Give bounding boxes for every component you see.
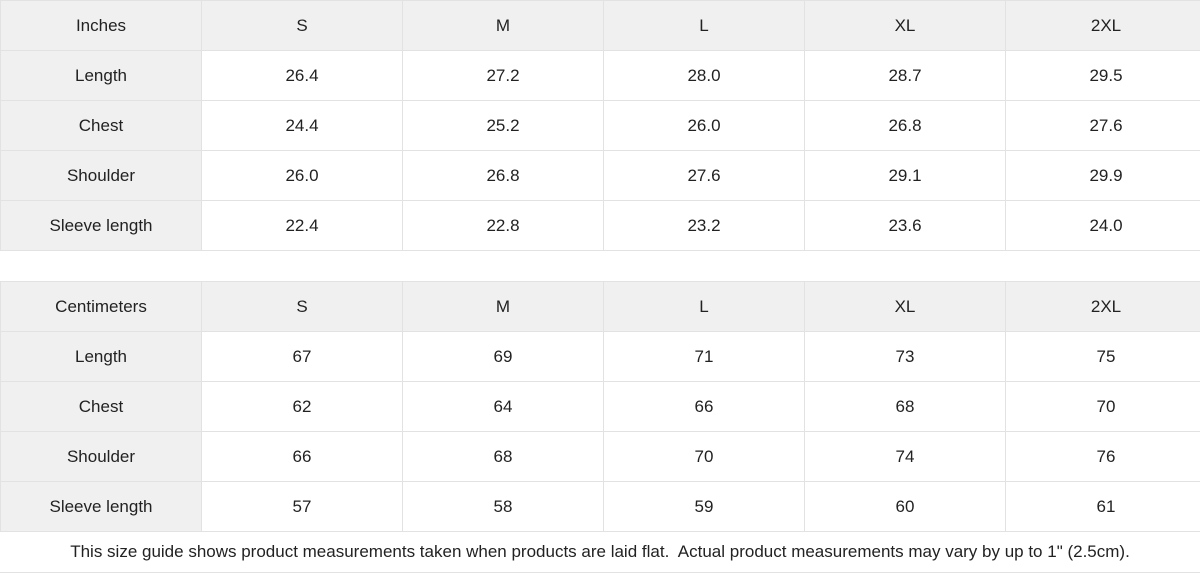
measurement-value-cell: 23.6 bbox=[804, 200, 1006, 251]
measurement-value-cell: 67 bbox=[201, 331, 403, 382]
measurement-value-cell: 25.2 bbox=[402, 100, 604, 151]
measurement-value-cell: 69 bbox=[402, 331, 604, 382]
table-gap bbox=[0, 251, 1200, 281]
size-table-header-row: Centimeters S M L XL 2XL bbox=[0, 281, 1200, 332]
size-column-header: XL bbox=[804, 0, 1006, 51]
measurement-label-cell: Chest bbox=[0, 381, 202, 432]
measurement-value-cell: 66 bbox=[201, 431, 403, 482]
measurement-value-cell: 76 bbox=[1005, 431, 1200, 482]
table-row: Shoulder 26.0 26.8 27.6 29.1 29.9 bbox=[0, 150, 1200, 201]
size-column-header: S bbox=[201, 281, 403, 332]
size-column-header: M bbox=[402, 281, 604, 332]
measurement-value-cell: 29.9 bbox=[1005, 150, 1200, 201]
measurement-value-cell: 60 bbox=[804, 481, 1006, 532]
measurement-value-cell: 23.2 bbox=[603, 200, 805, 251]
measurement-value-cell: 70 bbox=[603, 431, 805, 482]
measurement-value-cell: 57 bbox=[201, 481, 403, 532]
measurement-label-cell: Sleeve length bbox=[0, 481, 202, 532]
measurement-value-cell: 26.4 bbox=[201, 50, 403, 101]
unit-header-cell: Centimeters bbox=[0, 281, 202, 332]
measurement-value-cell: 68 bbox=[804, 381, 1006, 432]
measurement-label-cell: Length bbox=[0, 331, 202, 382]
measurement-value-cell: 27.6 bbox=[603, 150, 805, 201]
measurement-value-cell: 62 bbox=[201, 381, 403, 432]
measurement-label-cell: Sleeve length bbox=[0, 200, 202, 251]
size-column-header: XL bbox=[804, 281, 1006, 332]
measurement-value-cell: 73 bbox=[804, 331, 1006, 382]
size-column-header: L bbox=[603, 0, 805, 51]
table-row: Length 26.4 27.2 28.0 28.7 29.5 bbox=[0, 50, 1200, 101]
unit-header-cell: Inches bbox=[0, 0, 202, 51]
table-row: Chest 62 64 66 68 70 bbox=[0, 381, 1200, 432]
measurement-value-cell: 28.7 bbox=[804, 50, 1006, 101]
size-column-header: L bbox=[603, 281, 805, 332]
measurement-label-cell: Chest bbox=[0, 100, 202, 151]
measurement-label-cell: Shoulder bbox=[0, 150, 202, 201]
measurement-value-cell: 26.0 bbox=[603, 100, 805, 151]
table-row: Sleeve length 22.4 22.8 23.2 23.6 24.0 bbox=[0, 200, 1200, 251]
size-table-centimeters: Centimeters S M L XL 2XL Length 67 69 71 73 75 Chest… bbox=[0, 281, 1200, 532]
measurement-label-cell: Shoulder bbox=[0, 431, 202, 482]
size-column-header: M bbox=[402, 0, 604, 51]
measurement-value-cell: 61 bbox=[1005, 481, 1200, 532]
measurement-value-cell: 26.8 bbox=[402, 150, 604, 201]
measurement-value-cell: 58 bbox=[402, 481, 604, 532]
measurement-value-cell: 74 bbox=[804, 431, 1006, 482]
table-row: Sleeve length 57 58 59 60 61 bbox=[0, 481, 1200, 532]
size-column-header: 2XL bbox=[1005, 0, 1200, 51]
size-table-inches: Inches S M L XL 2XL Length 26.4 27.2 28.0 28.7 29.5… bbox=[0, 0, 1200, 251]
measurement-value-cell: 29.5 bbox=[1005, 50, 1200, 101]
measurement-value-cell: 24.0 bbox=[1005, 200, 1200, 251]
measurement-value-cell: 28.0 bbox=[603, 50, 805, 101]
measurement-value-cell: 22.8 bbox=[402, 200, 604, 251]
measurement-value-cell: 64 bbox=[402, 381, 604, 432]
size-column-header: 2XL bbox=[1005, 281, 1200, 332]
measurement-value-cell: 70 bbox=[1005, 381, 1200, 432]
measurement-value-cell: 75 bbox=[1005, 331, 1200, 382]
measurement-value-cell: 66 bbox=[603, 381, 805, 432]
measurement-label-cell: Length bbox=[0, 50, 202, 101]
size-column-header: S bbox=[201, 0, 403, 51]
measurement-value-cell: 26.8 bbox=[804, 100, 1006, 151]
measurement-value-cell: 24.4 bbox=[201, 100, 403, 151]
measurement-value-cell: 27.6 bbox=[1005, 100, 1200, 151]
measurement-value-cell: 71 bbox=[603, 331, 805, 382]
measurement-value-cell: 26.0 bbox=[201, 150, 403, 201]
measurement-value-cell: 29.1 bbox=[804, 150, 1006, 201]
measurement-value-cell: 27.2 bbox=[402, 50, 604, 101]
table-row: Chest 24.4 25.2 26.0 26.8 27.6 bbox=[0, 100, 1200, 151]
size-table-header-row: Inches S M L XL 2XL bbox=[0, 0, 1200, 51]
measurement-value-cell: 22.4 bbox=[201, 200, 403, 251]
table-row: Shoulder 66 68 70 74 76 bbox=[0, 431, 1200, 482]
size-guide-note: This size guide shows product measuremen… bbox=[0, 532, 1200, 573]
measurement-value-cell: 59 bbox=[603, 481, 805, 532]
measurement-value-cell: 68 bbox=[402, 431, 604, 482]
table-row: Length 67 69 71 73 75 bbox=[0, 331, 1200, 382]
